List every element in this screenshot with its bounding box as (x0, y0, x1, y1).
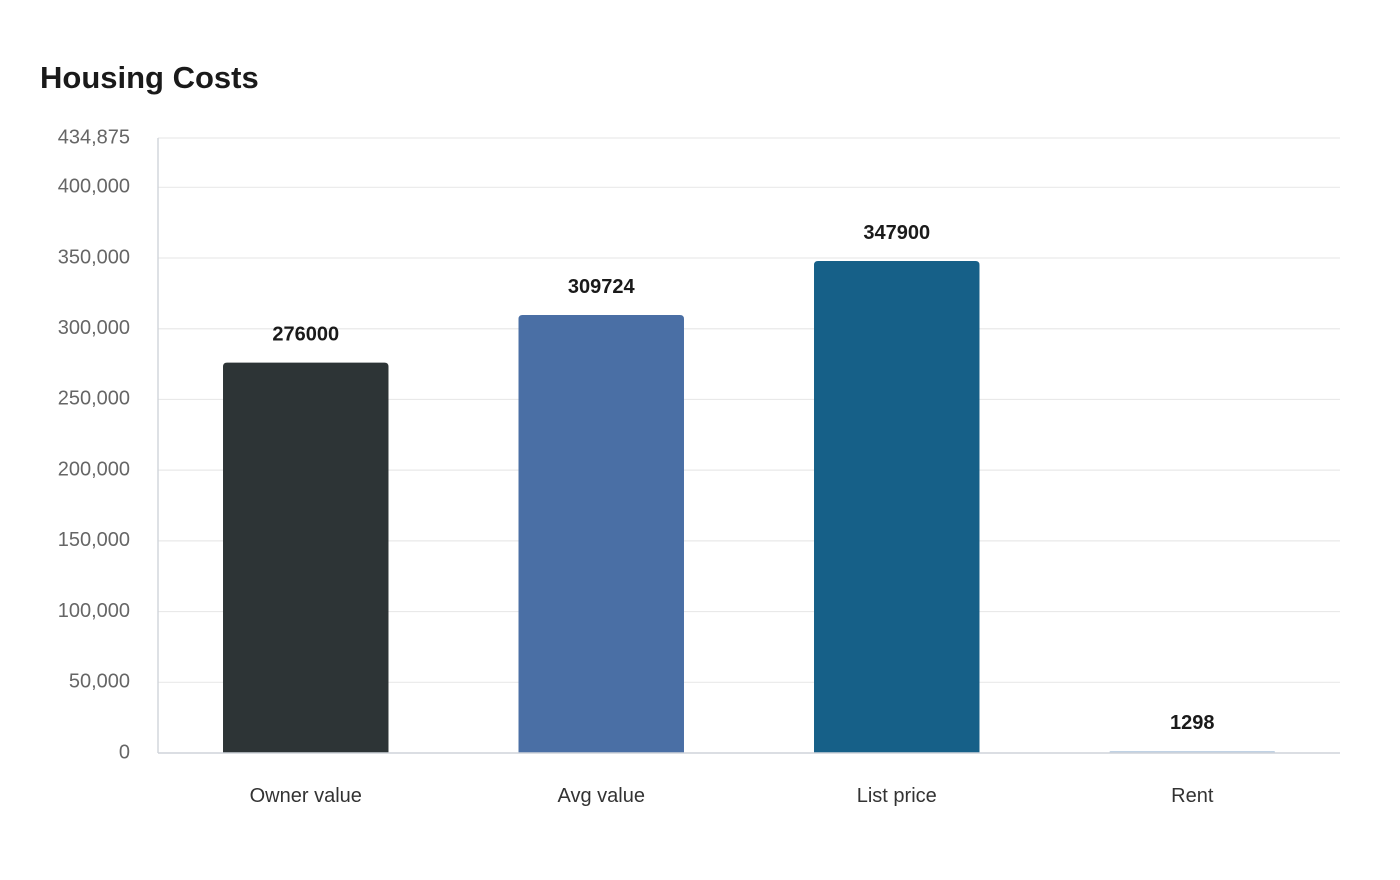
y-tick-label: 50,000 (69, 671, 130, 693)
bar (518, 314, 684, 753)
chart-title: Housing Costs (40, 60, 259, 95)
y-tick-label: 200,000 (58, 458, 130, 480)
y-tick-label: 350,000 (58, 246, 130, 268)
value-label: 309724 (568, 276, 636, 298)
bars (223, 261, 1275, 753)
x-tick-label: Owner value (250, 785, 362, 807)
y-tick-label: 0 (119, 741, 130, 763)
x-tick-label: List price (857, 785, 937, 807)
y-tick-label: 400,000 (58, 176, 130, 198)
y-tick-label: 150,000 (58, 529, 130, 551)
y-axis-ticks: 0 50,000 100,000 150,000 200,000 250,000 300,0… (58, 126, 130, 763)
value-label: 276000 (272, 324, 339, 346)
bar (814, 261, 980, 753)
x-tick-label: Rent (1171, 785, 1214, 807)
axes (157, 138, 1340, 754)
data-labels: 276000 309724 347900 1298 (272, 222, 1214, 734)
y-tick-label: 100,000 (58, 600, 130, 622)
bar (223, 362, 389, 753)
x-tick-label: Avg value (558, 785, 645, 807)
x-axis-ticks: Owner value Avg value List price Rent (250, 785, 1214, 807)
y-tick-label: 434,875 (58, 126, 130, 148)
value-label: 347900 (863, 222, 930, 244)
y-tick-label: 250,000 (58, 388, 130, 410)
value-label: 1298 (1170, 712, 1215, 734)
y-tick-label: 300,000 (58, 317, 130, 339)
